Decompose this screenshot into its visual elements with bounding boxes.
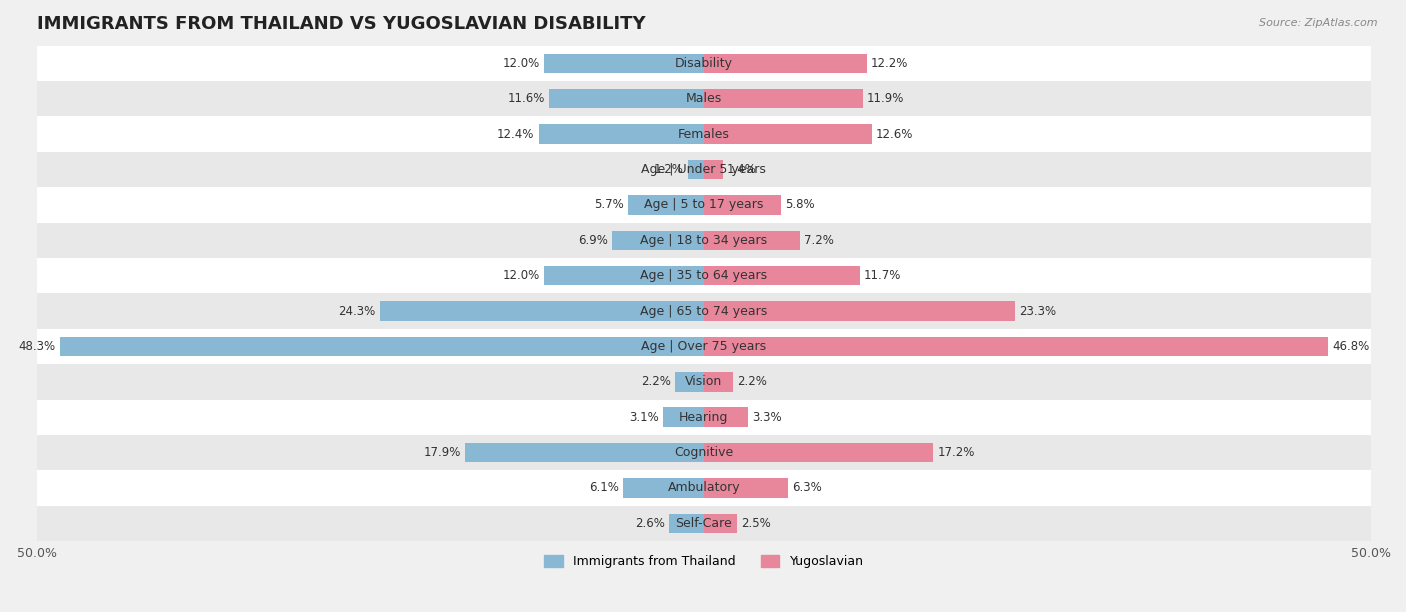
Bar — [0, 329, 1406, 364]
Text: 48.3%: 48.3% — [18, 340, 56, 353]
Bar — [704, 478, 787, 498]
Text: Disability: Disability — [675, 57, 733, 70]
Bar — [0, 116, 1406, 152]
Text: 6.1%: 6.1% — [589, 482, 619, 494]
Bar — [550, 89, 704, 108]
Text: 6.9%: 6.9% — [578, 234, 607, 247]
Text: 23.3%: 23.3% — [1019, 305, 1056, 318]
Text: 3.3%: 3.3% — [752, 411, 782, 424]
Bar — [704, 231, 800, 250]
Text: 17.2%: 17.2% — [938, 446, 974, 459]
Text: Age | Over 75 years: Age | Over 75 years — [641, 340, 766, 353]
Text: 1.4%: 1.4% — [727, 163, 756, 176]
Bar — [612, 231, 704, 250]
Text: 12.2%: 12.2% — [870, 57, 908, 70]
Text: Hearing: Hearing — [679, 411, 728, 424]
Text: Ambulatory: Ambulatory — [668, 482, 740, 494]
Text: 2.5%: 2.5% — [741, 517, 770, 530]
Bar — [0, 470, 1406, 506]
Bar — [688, 160, 704, 179]
Text: 24.3%: 24.3% — [339, 305, 375, 318]
Bar — [704, 301, 1015, 321]
Bar — [465, 443, 704, 462]
Text: 2.2%: 2.2% — [737, 375, 768, 389]
Bar — [0, 258, 1406, 293]
Text: Age | 35 to 64 years: Age | 35 to 64 years — [640, 269, 768, 282]
Bar — [0, 187, 1406, 223]
Bar — [544, 266, 704, 285]
Bar — [0, 293, 1406, 329]
Text: Males: Males — [686, 92, 723, 105]
Text: 2.2%: 2.2% — [641, 375, 671, 389]
Bar — [380, 301, 704, 321]
Bar — [0, 364, 1406, 400]
Text: Cognitive: Cognitive — [675, 446, 734, 459]
Bar — [704, 160, 723, 179]
Text: 5.8%: 5.8% — [786, 198, 815, 211]
Bar — [704, 195, 782, 215]
Bar — [662, 408, 704, 427]
Bar — [0, 400, 1406, 435]
Text: Age | 18 to 34 years: Age | 18 to 34 years — [640, 234, 768, 247]
Text: Age | 5 to 17 years: Age | 5 to 17 years — [644, 198, 763, 211]
Legend: Immigrants from Thailand, Yugoslavian: Immigrants from Thailand, Yugoslavian — [538, 549, 870, 575]
Text: 46.8%: 46.8% — [1333, 340, 1369, 353]
Bar — [675, 372, 704, 392]
Text: Females: Females — [678, 128, 730, 141]
Bar — [0, 506, 1406, 541]
Text: 3.1%: 3.1% — [628, 411, 658, 424]
Text: Vision: Vision — [685, 375, 723, 389]
Text: 2.6%: 2.6% — [636, 517, 665, 530]
Bar — [704, 372, 734, 392]
Bar — [623, 478, 704, 498]
Bar — [538, 124, 704, 144]
Text: 11.7%: 11.7% — [865, 269, 901, 282]
Text: 1.2%: 1.2% — [654, 163, 683, 176]
Bar — [704, 266, 860, 285]
Text: Self-Care: Self-Care — [675, 517, 733, 530]
Text: Age | 65 to 74 years: Age | 65 to 74 years — [640, 305, 768, 318]
Bar — [0, 81, 1406, 116]
Text: Age | Under 5 years: Age | Under 5 years — [641, 163, 766, 176]
Text: 11.6%: 11.6% — [508, 92, 546, 105]
Bar — [704, 443, 934, 462]
Text: 5.7%: 5.7% — [595, 198, 624, 211]
Bar — [544, 54, 704, 73]
Bar — [704, 124, 872, 144]
Text: 12.6%: 12.6% — [876, 128, 914, 141]
Bar — [704, 513, 737, 533]
Bar — [0, 435, 1406, 470]
Text: 17.9%: 17.9% — [423, 446, 461, 459]
Text: 12.0%: 12.0% — [502, 57, 540, 70]
Bar — [669, 513, 704, 533]
Text: IMMIGRANTS FROM THAILAND VS YUGOSLAVIAN DISABILITY: IMMIGRANTS FROM THAILAND VS YUGOSLAVIAN … — [37, 15, 645, 33]
Bar — [0, 152, 1406, 187]
Bar — [0, 46, 1406, 81]
Text: 11.9%: 11.9% — [866, 92, 904, 105]
Text: 7.2%: 7.2% — [804, 234, 834, 247]
Bar — [704, 89, 863, 108]
Bar — [59, 337, 704, 356]
Bar — [704, 337, 1329, 356]
Bar — [628, 195, 704, 215]
Text: 12.4%: 12.4% — [498, 128, 534, 141]
Text: Source: ZipAtlas.com: Source: ZipAtlas.com — [1260, 18, 1378, 28]
Bar — [704, 408, 748, 427]
Text: 12.0%: 12.0% — [502, 269, 540, 282]
Bar — [0, 223, 1406, 258]
Text: 6.3%: 6.3% — [792, 482, 821, 494]
Bar — [704, 54, 866, 73]
